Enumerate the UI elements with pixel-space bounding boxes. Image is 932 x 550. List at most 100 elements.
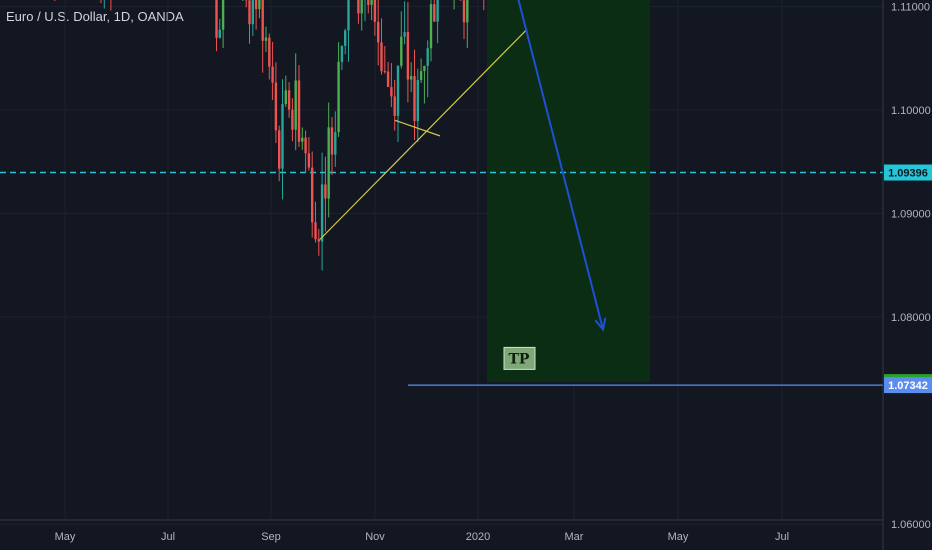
candle-body [416, 80, 419, 122]
candle [278, 125, 281, 182]
candle-body [311, 167, 314, 223]
candle-body [429, 4, 433, 49]
candle-body [393, 96, 396, 116]
candle-body [291, 109, 294, 130]
candle [271, 41, 274, 100]
candle [337, 42, 340, 137]
candle [367, 0, 370, 14]
candle [251, 0, 254, 36]
candle [264, 26, 268, 52]
candle [291, 97, 294, 142]
candle [370, 0, 373, 21]
candle-body [218, 29, 221, 38]
candle-body [258, 0, 261, 10]
trendline [319, 28, 528, 240]
candle [390, 63, 393, 108]
candle [297, 65, 301, 147]
candle [340, 45, 344, 70]
candle [364, 0, 366, 22]
candle [393, 79, 396, 131]
candle [327, 102, 330, 218]
candle [462, 0, 466, 40]
candle-body [386, 71, 390, 88]
y-tick-label: 1.08000 [891, 312, 931, 324]
candle [334, 111, 337, 167]
tp-annotation: TP [503, 346, 536, 370]
candle-body [284, 90, 287, 105]
candle-body [221, 0, 225, 30]
candle-body [344, 30, 347, 46]
candle [459, 0, 462, 1]
candle [281, 79, 284, 200]
candle [330, 117, 334, 176]
candle-body [423, 65, 426, 72]
candle-body [377, 21, 380, 43]
y-tick-label: 1.11000 [891, 2, 930, 14]
candle-body [400, 36, 403, 66]
candle-body [433, 4, 436, 22]
tp-annotation-box [503, 346, 536, 370]
candle-body [334, 132, 337, 155]
candle [396, 65, 400, 142]
candle [242, 0, 244, 2]
candle [410, 62, 413, 93]
candle-body [281, 104, 284, 169]
candle-body [314, 222, 317, 240]
candle-body [268, 37, 271, 67]
candle [304, 130, 307, 173]
candle [426, 40, 429, 98]
candle-body [436, 0, 439, 22]
candle [287, 82, 291, 118]
price-badges: 1.131631.120791.115451.113621.093961.073… [884, 164, 932, 394]
x-tick-label: May [55, 531, 76, 543]
candle [215, 0, 218, 52]
candle [380, 18, 383, 75]
candle [403, 1, 406, 45]
candle [373, 0, 377, 36]
candle-body [261, 0, 264, 41]
candle [274, 62, 278, 144]
candle-body [317, 239, 320, 242]
candle [419, 58, 423, 84]
candle [320, 152, 324, 271]
price-badge: 1.07342 [884, 377, 932, 394]
x-tick-label: Sep [261, 531, 281, 543]
candle-body [347, 0, 350, 31]
x-tick-label: Jul [775, 531, 789, 543]
chart-drawings: TP [319, 0, 607, 370]
candle-body [357, 0, 360, 14]
candle-body [390, 87, 393, 97]
candle-body [297, 80, 301, 142]
candle-body [304, 137, 307, 154]
y-tick-label: 1.09000 [891, 209, 931, 221]
candle-body [307, 153, 311, 168]
candle-body [403, 32, 406, 37]
price-badge-box [884, 164, 932, 181]
candle-body [320, 184, 324, 242]
candle-body [383, 71, 386, 73]
candle [413, 49, 416, 140]
candle [466, 0, 469, 48]
candle [383, 46, 386, 74]
candle [324, 156, 327, 232]
candle [103, 0, 105, 9]
candle [258, 0, 261, 19]
x-tick-label: Mar [565, 531, 584, 543]
candle-body [337, 61, 340, 133]
candle [301, 127, 304, 150]
candle-body [294, 80, 297, 130]
candle [317, 229, 320, 256]
candle [294, 53, 297, 151]
candle-body [410, 76, 413, 80]
price-badge-label: 1.09396 [888, 168, 928, 180]
candle [218, 18, 221, 39]
candle [254, 0, 258, 30]
y-tick-label: 1.10000 [891, 105, 931, 117]
candle [221, 0, 225, 49]
x-tick-label: Jul [161, 531, 175, 543]
candle [360, 0, 363, 31]
candle-body [373, 0, 377, 22]
chart-title: Euro / U.S. Dollar, 1D, OANDA [6, 9, 184, 24]
